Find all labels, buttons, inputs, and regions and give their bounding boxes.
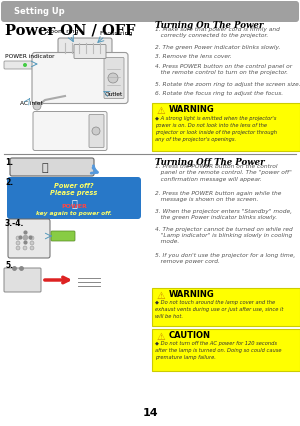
FancyBboxPatch shape <box>8 219 50 258</box>
Text: ⏻: ⏻ <box>71 198 77 208</box>
Text: Power off?: Power off? <box>54 183 94 189</box>
Text: AC inlet: AC inlet <box>20 101 43 106</box>
Text: key again to power off.: key again to power off. <box>36 211 112 216</box>
FancyBboxPatch shape <box>1 1 299 22</box>
Circle shape <box>30 236 34 240</box>
Text: 6. Rotate the focus ring to adjust the focus.: 6. Rotate the focus ring to adjust the f… <box>155 92 283 97</box>
FancyBboxPatch shape <box>51 231 75 241</box>
Text: 5.: 5. <box>5 261 13 270</box>
Circle shape <box>16 241 20 245</box>
Circle shape <box>23 246 27 250</box>
Text: Turning On The Power: Turning On The Power <box>155 21 263 30</box>
Text: POWER: POWER <box>61 204 87 209</box>
Text: Power ON / OFF: Power ON / OFF <box>5 23 136 37</box>
Text: 2. The green Power indicator blinks slowly.: 2. The green Power indicator blinks slow… <box>155 45 280 50</box>
Text: Outlet: Outlet <box>105 92 123 97</box>
FancyBboxPatch shape <box>4 61 34 69</box>
Circle shape <box>16 246 20 250</box>
Text: Focus ring: Focus ring <box>100 31 132 36</box>
FancyBboxPatch shape <box>74 44 106 58</box>
FancyBboxPatch shape <box>7 177 141 219</box>
Text: 1. Press the POWER button on the control
   panel or the remote control. The "po: 1. Press the POWER button on the control… <box>155 164 292 182</box>
Text: ◆ Do not turn off the AC power for 120 seconds
after the lamp is turned on. Doin: ◆ Do not turn off the AC power for 120 s… <box>155 341 281 360</box>
Text: ⚠: ⚠ <box>157 332 166 342</box>
Text: POWER indicator: POWER indicator <box>5 54 55 58</box>
Circle shape <box>30 241 34 245</box>
Circle shape <box>23 63 27 67</box>
Circle shape <box>16 236 20 240</box>
Text: 3.-4.: 3.-4. <box>5 219 24 228</box>
FancyBboxPatch shape <box>58 38 112 58</box>
Text: ⚠: ⚠ <box>157 291 166 301</box>
Text: 4. The projector cannot be turned on while red
   "Lamp indicator" is blinking s: 4. The projector cannot be turned on whi… <box>155 227 293 244</box>
Circle shape <box>92 127 100 135</box>
Text: 3. Remove the lens cover.: 3. Remove the lens cover. <box>155 55 232 60</box>
Text: 2.: 2. <box>5 178 13 187</box>
Text: 4. Press POWER button on the control panel or
   the remote control to turn on t: 4. Press POWER button on the control pan… <box>155 64 292 75</box>
Text: ⏻: ⏻ <box>42 163 48 173</box>
FancyBboxPatch shape <box>32 52 128 104</box>
Bar <box>152 288 300 326</box>
Circle shape <box>30 246 34 250</box>
Text: 1.: 1. <box>5 158 13 167</box>
Text: Please press: Please press <box>50 190 98 196</box>
Text: Setting Up: Setting Up <box>14 8 64 17</box>
Text: WARNING: WARNING <box>169 105 215 114</box>
Text: 3. When the projector enters "Standby" mode,
   the green Power indicator blinks: 3. When the projector enters "Standby" m… <box>155 208 292 220</box>
FancyBboxPatch shape <box>89 115 104 147</box>
Circle shape <box>33 102 41 110</box>
FancyBboxPatch shape <box>10 158 94 176</box>
Text: ⚠: ⚠ <box>157 106 166 116</box>
Bar <box>152 329 300 371</box>
Text: ◆ A strong light is emitted when the projector's
power is on. Do not look into t: ◆ A strong light is emitted when the pro… <box>155 116 277 142</box>
Text: 1. Make sure that power cord is firmly and
   correctly connected to the project: 1. Make sure that power cord is firmly a… <box>155 27 280 38</box>
Text: 14: 14 <box>142 408 158 418</box>
Bar <box>152 103 300 151</box>
Text: WARNING: WARNING <box>169 290 215 299</box>
Text: Zoom ring: Zoom ring <box>46 29 78 34</box>
Circle shape <box>23 236 27 240</box>
Text: 2. Press the POWER button again while the
   message is shown on the screen.: 2. Press the POWER button again while th… <box>155 190 281 202</box>
FancyBboxPatch shape <box>4 268 41 292</box>
Text: 5. Rotate the zoom ring to adjust the screen size.: 5. Rotate the zoom ring to adjust the sc… <box>155 82 300 87</box>
Text: CAUTION: CAUTION <box>169 331 211 340</box>
Text: ◆ Do not touch around the lamp cover and the
exhaust vents during use or just af: ◆ Do not touch around the lamp cover and… <box>155 300 284 319</box>
FancyBboxPatch shape <box>104 58 124 98</box>
FancyBboxPatch shape <box>33 112 107 150</box>
Text: 5. If you don't use the projector for a long time,
   remove power cord.: 5. If you don't use the projector for a … <box>155 253 295 265</box>
Circle shape <box>108 73 118 83</box>
Text: Turning Off The Power: Turning Off The Power <box>155 158 265 167</box>
